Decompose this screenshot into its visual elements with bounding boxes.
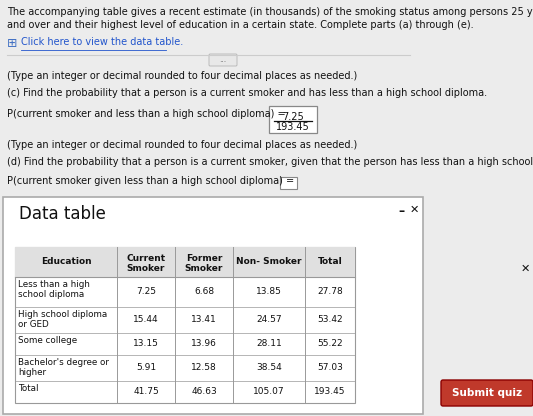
Text: 13.96: 13.96 (191, 339, 217, 349)
Bar (15, 247, 355, 277)
Text: Non- Smoker: Non- Smoker (236, 258, 302, 267)
Text: 13.15: 13.15 (133, 339, 159, 349)
Text: Click here to view the data table.: Click here to view the data table. (21, 37, 183, 47)
Text: Submit quiz: Submit quiz (452, 388, 522, 398)
Text: ⊞: ⊞ (7, 37, 18, 50)
Text: 46.63: 46.63 (191, 387, 217, 396)
Text: 12.58: 12.58 (191, 364, 217, 372)
FancyBboxPatch shape (269, 106, 317, 133)
Text: 27.78: 27.78 (317, 287, 343, 297)
Text: Some college: Some college (18, 336, 77, 345)
Text: Current: Current (126, 254, 166, 263)
Text: 193.45: 193.45 (314, 387, 346, 396)
Text: Smoker: Smoker (185, 264, 223, 273)
Text: 41.75: 41.75 (133, 387, 159, 396)
Text: High school diploma
or GED: High school diploma or GED (18, 310, 107, 329)
Text: ✕: ✕ (520, 264, 530, 274)
Text: 24.57: 24.57 (256, 315, 282, 324)
Text: Smoker: Smoker (127, 264, 165, 273)
Text: 105.07: 105.07 (253, 387, 285, 396)
Text: Less than a high
school diploma: Less than a high school diploma (18, 280, 90, 300)
Text: (Type an integer or decimal rounded to four decimal places as needed.): (Type an integer or decimal rounded to f… (7, 71, 357, 81)
Text: Total: Total (18, 384, 38, 393)
Text: and over and their highest level of education in a certain state. Complete parts: and over and their highest level of educ… (7, 20, 474, 30)
Text: 57.03: 57.03 (317, 364, 343, 372)
Text: Total: Total (318, 258, 342, 267)
Text: P(current smoker and less than a high school diploma) =: P(current smoker and less than a high sc… (7, 109, 286, 119)
Text: Data table: Data table (19, 205, 106, 223)
Text: P(current smoker given less than a high school diploma) =: P(current smoker given less than a high … (7, 176, 294, 186)
FancyBboxPatch shape (209, 54, 237, 66)
Text: 13.85: 13.85 (256, 287, 282, 297)
Text: ...: ... (220, 55, 227, 64)
Text: 193.45: 193.45 (276, 121, 310, 131)
Text: 15.44: 15.44 (133, 315, 159, 324)
FancyBboxPatch shape (279, 176, 296, 188)
Text: (Type an integer or decimal rounded to four decimal places as needed.): (Type an integer or decimal rounded to f… (7, 140, 357, 150)
Text: Bachelor's degree or
higher: Bachelor's degree or higher (18, 358, 109, 377)
Text: 7.25: 7.25 (282, 112, 304, 122)
Text: The accompanying table gives a recent estimate (in thousands) of the smoking sta: The accompanying table gives a recent es… (7, 7, 533, 17)
Text: 7.25: 7.25 (136, 287, 156, 297)
Text: Former: Former (186, 254, 222, 263)
Text: 55.22: 55.22 (317, 339, 343, 349)
Text: (c) Find the probability that a person is a current smoker and has less than a h: (c) Find the probability that a person i… (7, 88, 487, 98)
Text: 38.54: 38.54 (256, 364, 282, 372)
Text: 6.68: 6.68 (194, 287, 214, 297)
Text: 53.42: 53.42 (317, 315, 343, 324)
Text: 13.41: 13.41 (191, 315, 217, 324)
Text: Education: Education (41, 258, 91, 267)
Text: 28.11: 28.11 (256, 339, 282, 349)
Text: –: – (398, 205, 404, 218)
Bar (15, 247, 355, 403)
Text: 5.91: 5.91 (136, 364, 156, 372)
FancyBboxPatch shape (3, 197, 423, 414)
FancyBboxPatch shape (441, 380, 533, 406)
Text: (d) Find the probability that a person is a current smoker, given that the perso: (d) Find the probability that a person i… (7, 157, 533, 167)
Text: ✕: ✕ (409, 205, 419, 215)
